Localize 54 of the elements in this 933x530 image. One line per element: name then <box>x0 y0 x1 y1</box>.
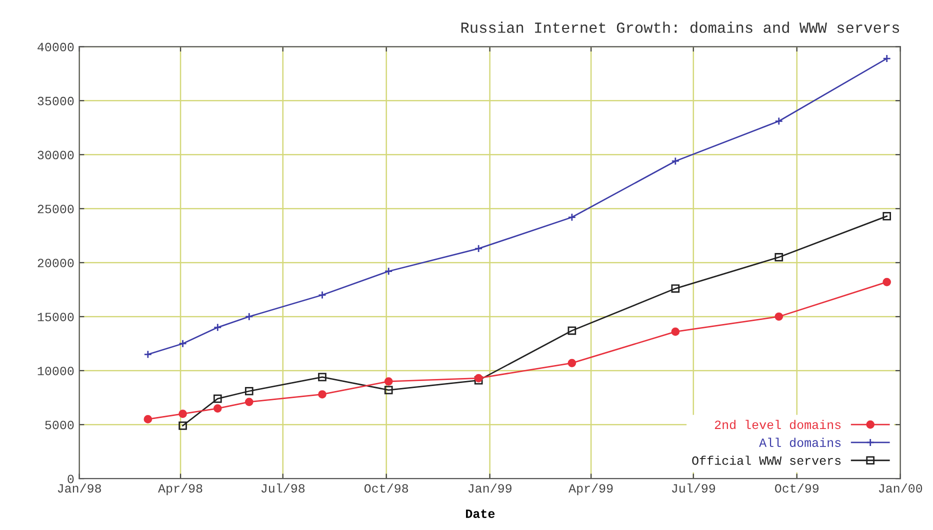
point <box>882 212 892 220</box>
point <box>178 339 187 348</box>
y-tick-label: 15000 <box>38 312 74 322</box>
point <box>244 386 254 396</box>
point <box>178 410 187 418</box>
point <box>144 415 152 424</box>
y-tick-label: 35000 <box>38 96 74 106</box>
point <box>774 253 784 262</box>
point <box>882 278 892 286</box>
point <box>671 284 680 293</box>
x-tick-label: Oct/99 <box>774 483 819 493</box>
x-tick-label: Apr/99 <box>568 483 613 496</box>
point <box>213 394 222 403</box>
point <box>318 372 326 382</box>
point <box>178 422 187 430</box>
legend-label: Official WWW servers <box>692 456 841 465</box>
point <box>474 244 483 253</box>
y-tick-label: 40000 <box>38 42 74 52</box>
legend-label: 2nd level domains <box>714 420 841 430</box>
point <box>384 267 393 276</box>
point <box>568 326 576 335</box>
chart-title: Russian Internet Growth: domains and WWW servers <box>461 22 900 33</box>
x-tick-label: Jan/00 <box>878 483 922 493</box>
point <box>568 213 576 222</box>
legend-label: All domains <box>759 438 841 447</box>
point <box>318 290 326 300</box>
point <box>774 116 784 126</box>
x-tick-label: Jan/98 <box>58 483 101 493</box>
point <box>568 358 576 368</box>
x-tick-label: Jul/99 <box>672 483 716 493</box>
y-tick-label: 30000 <box>38 150 74 160</box>
y-tick-label: 25000 <box>38 204 74 214</box>
point <box>474 374 483 382</box>
x-tick-label: Jan/99 <box>468 483 512 493</box>
y-tick-label: 5000 <box>45 420 74 430</box>
point <box>213 323 222 332</box>
point <box>144 350 152 359</box>
x-tick-label: Oct/98 <box>364 483 408 493</box>
point <box>318 390 326 399</box>
point <box>384 377 393 386</box>
y-tick-label: 0 <box>68 474 74 484</box>
point <box>213 404 222 413</box>
point <box>244 312 254 321</box>
point <box>671 328 680 336</box>
y-tick-label: 10000 <box>38 366 74 376</box>
point <box>774 312 784 321</box>
point <box>882 54 892 63</box>
y-tick-label: 20000 <box>38 258 74 268</box>
x-axis-title: Date <box>466 510 495 518</box>
point <box>384 386 393 394</box>
point <box>244 398 254 406</box>
point <box>671 156 680 166</box>
x-tick-label: Apr/98 <box>158 483 202 496</box>
x-tick-label: Jul/98 <box>261 483 305 493</box>
